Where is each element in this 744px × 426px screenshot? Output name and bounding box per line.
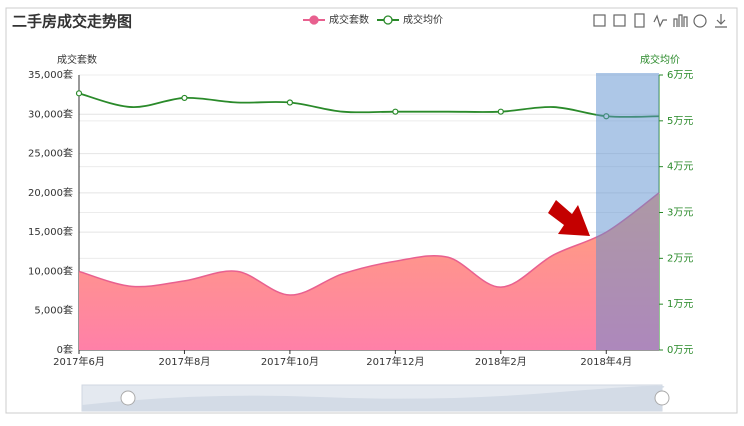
toolbox[interactable] (593, 13, 727, 28)
line (78, 92, 660, 118)
arrow (548, 200, 590, 236)
zoom-handle[interactable] (120, 390, 136, 406)
y2-tick-label: 3万元 (667, 208, 693, 219)
y2-axis-title: 成交均价 (640, 53, 680, 66)
y2-tick-label: 0万元 (667, 345, 693, 356)
legend-marker (383, 15, 393, 25)
y2-tick-label: 1万元 (667, 299, 693, 310)
y-tick-label: 25,000套 (28, 147, 73, 160)
point (392, 108, 399, 115)
legend-label: 成交均价 (403, 13, 443, 26)
point (497, 108, 504, 115)
tool-icon[interactable] (693, 14, 707, 28)
y2-tick-label: 4万元 (667, 162, 693, 173)
y-tick-label: 15,000套 (28, 225, 73, 238)
x-tick-label: 2017年10月 (261, 355, 319, 368)
chart-title: 二手房成交走势图 (12, 13, 132, 31)
x-tick-label: 2018年2月 (475, 355, 527, 368)
legend-label: 成交套数 (329, 13, 369, 26)
y-axis-title: 成交套数 (57, 53, 97, 66)
y-tick-label: 35,000套 (28, 68, 73, 81)
point (181, 94, 188, 102)
x-tick-label: 2017年6月 (53, 355, 105, 368)
highlight-band (596, 73, 659, 350)
tool-icon[interactable] (653, 14, 667, 28)
y2-tick-label: 5万元 (667, 116, 693, 127)
x-tick-label: 2018年4月 (580, 355, 632, 368)
y-tick-label: 5,000套 (34, 304, 73, 317)
x-tick-label: 2017年8月 (159, 355, 211, 368)
y2-tick-label: 6万元 (667, 70, 693, 81)
y-tick-label: 30,000套 (28, 107, 73, 120)
area-line (78, 192, 660, 296)
x-tick-label: 2017年12月 (366, 355, 424, 368)
tool-icon[interactable] (593, 14, 606, 27)
area (79, 192, 659, 350)
point (75, 90, 83, 97)
legend-marker (309, 15, 319, 25)
tool-icon[interactable] (634, 13, 645, 28)
y-tick-label: 20,000套 (28, 186, 73, 199)
y-tick-label: 0套 (57, 343, 73, 356)
tool-icon[interactable] (673, 14, 688, 27)
y2-tick-label: 2万元 (667, 253, 693, 264)
tool-icon[interactable] (613, 14, 626, 27)
point (286, 99, 294, 106)
zoom-handle[interactable] (654, 390, 670, 406)
tool-icon[interactable] (715, 14, 727, 28)
zoom-preview (82, 385, 665, 411)
y-tick-label: 10,000套 (28, 264, 73, 277)
data-zoom[interactable] (81, 384, 670, 412)
plot: 0套 5,000套 10,000套 15,000套 20,000套 25,000套 30,0… (28, 68, 693, 368)
